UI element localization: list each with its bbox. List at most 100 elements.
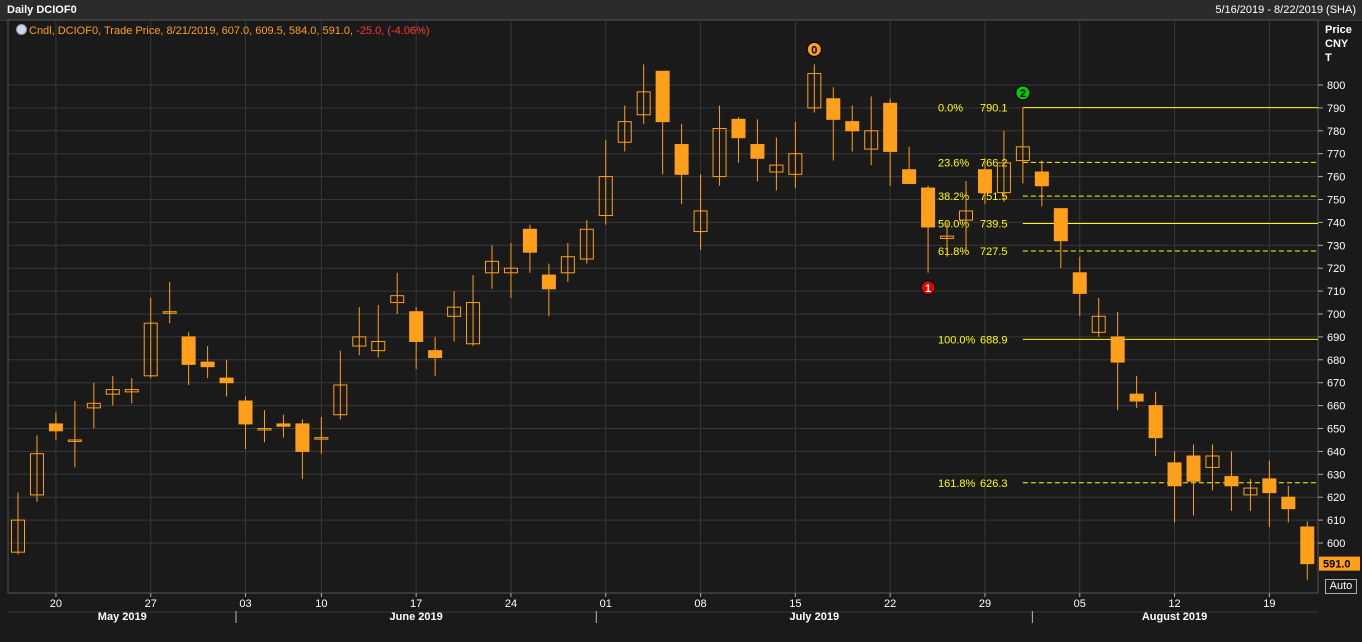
- y-tick-label: 770: [1327, 149, 1345, 161]
- candle-body-down: [219, 377, 234, 384]
- fib-percent-label: 50.0%: [938, 219, 969, 231]
- x-tick-label: 05: [1074, 598, 1086, 610]
- candle-body-up: [712, 128, 727, 178]
- candle-body-down: [977, 169, 992, 194]
- y-axis-title: T: [1325, 52, 1332, 64]
- candle-body-up: [11, 519, 25, 553]
- candle-body-down: [276, 423, 291, 427]
- candle-body-down: [921, 187, 936, 228]
- candle-body-down: [1300, 526, 1315, 565]
- y-tick-label: 700: [1327, 309, 1345, 321]
- fib-percent-label: 61.8%: [938, 246, 969, 258]
- candle-body-up: [1091, 315, 1106, 333]
- fib-percent-label: 161.8%: [938, 478, 976, 490]
- x-tick-label: 15: [789, 598, 801, 610]
- candle-body-down: [902, 169, 917, 184]
- y-axis-title: Price: [1325, 24, 1352, 36]
- candle-body-up: [466, 302, 481, 345]
- candle-body-down: [238, 400, 253, 425]
- y-tick-label: 740: [1327, 217, 1345, 229]
- fib-value-label: 739.5: [980, 219, 1008, 231]
- fib-value-label: 751.5: [980, 191, 1008, 203]
- candle-body-up: [352, 336, 367, 347]
- candle-body-down: [1224, 476, 1239, 487]
- candle-body-up: [485, 260, 499, 274]
- y-tick-label: 640: [1327, 446, 1345, 458]
- candle-body-up: [560, 256, 575, 274]
- candle-body-down: [655, 70, 670, 123]
- y-tick-label: 660: [1327, 401, 1345, 413]
- y-tick-label: 790: [1327, 103, 1345, 115]
- candle-body-up: [333, 384, 348, 416]
- y-tick-label: 780: [1327, 126, 1345, 138]
- candle-body-up: [1015, 146, 1030, 162]
- candle-body-up: [503, 267, 518, 274]
- fib-percent-label: 0.0%: [938, 103, 963, 115]
- candle-body-up: [371, 340, 386, 352]
- pattern-marker-label: 1: [925, 283, 931, 295]
- candle-body-down: [1262, 478, 1277, 494]
- candle-body-up: [996, 162, 1011, 194]
- candle-body-down: [883, 102, 898, 152]
- candle-body-down: [1186, 455, 1201, 482]
- candle-body-up: [124, 389, 139, 393]
- y-tick-label: 650: [1327, 424, 1345, 436]
- fib-value-label: 790.1: [980, 103, 1008, 115]
- y-tick-label: 620: [1327, 492, 1345, 504]
- month-label: August 2019: [1142, 611, 1207, 623]
- pattern-marker: [1015, 85, 1031, 101]
- x-tick-label: 10: [315, 598, 327, 610]
- candle-body-up: [29, 453, 44, 496]
- x-tick-label: 01: [600, 598, 612, 610]
- y-tick-label: 630: [1327, 469, 1345, 481]
- candle-body-down: [522, 228, 537, 253]
- fib-value-label: 727.5: [980, 246, 1008, 258]
- y-tick-label: 710: [1327, 286, 1345, 298]
- candle-body-down: [295, 423, 310, 452]
- auto-scale-button[interactable]: Auto: [1325, 579, 1357, 594]
- candle-body-up: [390, 295, 405, 304]
- candle-body-down: [1129, 393, 1144, 402]
- x-tick-label: 24: [505, 598, 517, 610]
- candle-body-down: [1148, 405, 1163, 439]
- x-tick-label: 27: [145, 598, 157, 610]
- candle-body-up: [693, 210, 708, 233]
- candle-body-down: [731, 118, 746, 139]
- candle-body-down: [1034, 171, 1049, 187]
- y-tick-label: 690: [1327, 332, 1345, 344]
- candle-body-up: [447, 306, 462, 317]
- candle-body-up: [86, 402, 101, 409]
- pattern-marker: [806, 41, 822, 57]
- candle-body-up: [143, 322, 158, 377]
- candle-body-up: [598, 176, 613, 217]
- fib-percent-label: 23.6%: [938, 157, 969, 169]
- candle-body-down: [200, 361, 215, 368]
- fib-percent-label: 38.2%: [938, 191, 969, 203]
- y-tick-label: 610: [1327, 515, 1345, 527]
- x-tick-label: 12: [1168, 598, 1180, 610]
- x-tick-label: 29: [979, 598, 991, 610]
- chart-title: Daily DCIOF0: [7, 4, 77, 16]
- x-tick-label: 08: [694, 598, 706, 610]
- candle-body-up: [769, 164, 784, 173]
- candle-body-up: [1243, 487, 1258, 496]
- fib-value-label: 766.2: [980, 157, 1008, 169]
- pattern-marker-label: 0: [811, 44, 817, 56]
- candle-body-down: [1110, 336, 1125, 363]
- month-label: June 2019: [390, 611, 443, 623]
- candle-body-down: [541, 274, 556, 290]
- pattern-marker-label: 2: [1020, 88, 1026, 100]
- series-icon[interactable]: [16, 24, 27, 35]
- candle-body-up: [314, 437, 329, 440]
- x-tick-label: 19: [1263, 598, 1275, 610]
- date-range: 5/16/2019 - 8/22/2019 (SHA): [1215, 4, 1356, 16]
- candle-body-up: [636, 91, 651, 116]
- fib-percent-label: 100.0%: [938, 334, 976, 346]
- y-tick-label: 720: [1327, 263, 1345, 275]
- candle-body-up: [257, 428, 272, 431]
- fib-value-label: 626.3: [980, 478, 1008, 490]
- y-tick-label: 750: [1327, 195, 1345, 207]
- series-legend: Cndl, DCIOF0, Trade Price, 8/21/2019, 60…: [16, 24, 430, 37]
- y-tick-label: 760: [1327, 172, 1345, 184]
